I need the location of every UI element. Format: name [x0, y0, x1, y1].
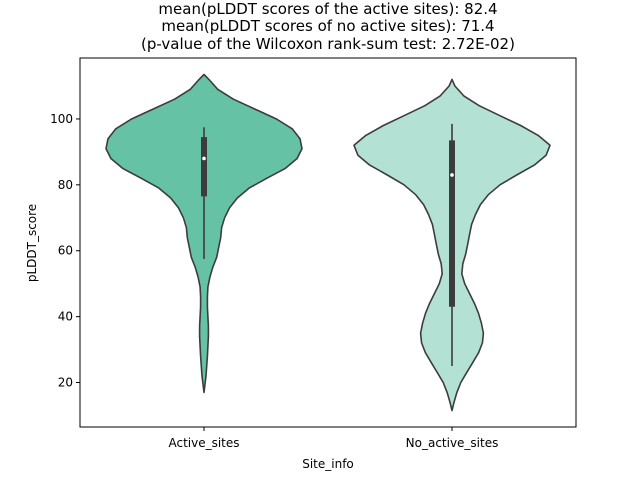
chart-title: mean(pLDDT scores of the active sites): … [141, 0, 515, 53]
y-tick-label: 40 [58, 310, 73, 324]
violin-iqr-box [201, 137, 207, 197]
violin-median-dot [202, 156, 206, 161]
violins-layer [105, 73, 551, 412]
x-axis-label: Site_info [302, 457, 354, 471]
violin-iqr-box [449, 140, 455, 307]
x-tick-label: No_active_sites [406, 436, 499, 450]
x-tick-label: Active_sites [168, 436, 239, 450]
y-tick-label: 100 [50, 112, 73, 126]
violin-Active_sites [105, 73, 303, 394]
title-line-1: mean(pLDDT scores of the active sites): … [158, 0, 497, 18]
y-axis-label: pLDDT_score [25, 204, 39, 282]
x-axis: Active_sites No_active_sites [168, 427, 498, 450]
y-tick-label: 60 [58, 244, 73, 258]
title-line-2: mean(pLDDT scores of no active sites): 7… [161, 17, 494, 35]
violin-median-dot [450, 173, 454, 177]
y-axis: 20 40 60 80 100 [50, 112, 80, 390]
y-tick-label: 20 [58, 376, 73, 390]
title-line-3: (p-value of the Wilcoxon rank-sum test: … [141, 35, 515, 53]
plot-frame [79, 57, 577, 428]
y-tick-label: 80 [58, 178, 73, 192]
violin-No_active_sites [353, 78, 551, 412]
